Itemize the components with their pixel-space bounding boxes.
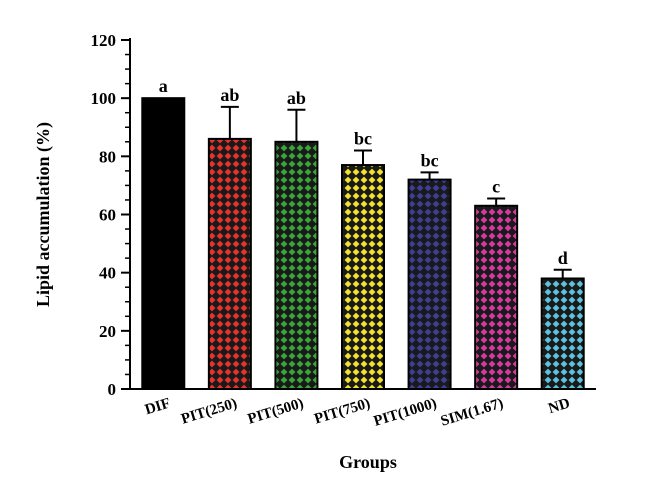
significance-label: bc — [421, 150, 439, 170]
bar — [341, 164, 385, 390]
y-tick-label: 0 — [108, 380, 117, 399]
x-axis-title: Groups — [339, 452, 397, 472]
significance-label: c — [492, 177, 500, 197]
x-tick-label: PIT(250) — [179, 396, 239, 428]
bar — [274, 140, 319, 390]
y-tick-label: 40 — [99, 264, 116, 283]
y-tick-label: 20 — [99, 322, 116, 341]
y-tick-label: 60 — [99, 206, 116, 225]
x-tick-label: DIF — [143, 396, 172, 419]
y-tick-label: 100 — [91, 89, 117, 108]
x-tick-label: PIT(1000) — [372, 396, 439, 430]
x-tick-label: PIT(500) — [246, 396, 306, 428]
significance-label: a — [159, 76, 168, 96]
y-ticks-group: 0 20 40 60 80 100 120 — [91, 31, 130, 399]
significance-label: ab — [220, 85, 239, 105]
significance-label: ab — [287, 88, 306, 108]
y-tick-label: 120 — [91, 31, 117, 50]
bar — [141, 97, 186, 391]
error-bars-group — [220, 105, 572, 279]
y-axis-title: Lipid accumulation (%) — [33, 122, 54, 307]
significance-labels-group: a ab ab bc bc c d — [159, 76, 568, 268]
x-tick-label: SIM(1.67) — [439, 396, 505, 430]
significance-label: d — [558, 248, 568, 268]
significance-label: bc — [354, 129, 372, 149]
bar — [207, 137, 252, 390]
x-tick-label: PIT(750) — [313, 396, 373, 428]
bar — [540, 277, 585, 391]
bar — [407, 178, 452, 390]
bar — [474, 204, 519, 390]
y-tick-label: 80 — [99, 147, 116, 166]
x-tick-labels-group: DIF PIT(250) PIT(500) PIT(750) PIT(1000) SIM(… — [143, 395, 572, 429]
x-tick-label: ND — [546, 395, 572, 417]
